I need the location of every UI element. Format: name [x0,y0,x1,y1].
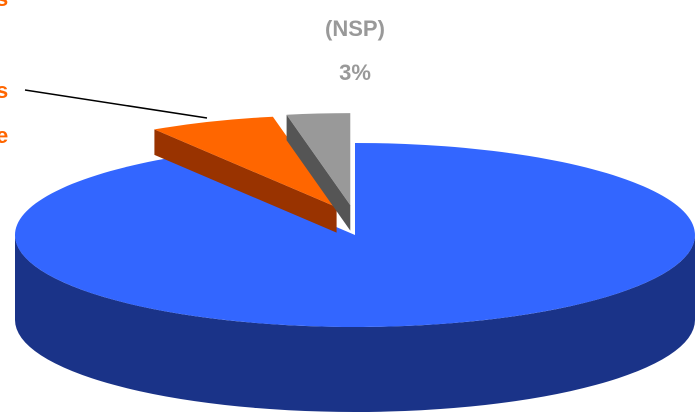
slice-side [15,235,695,412]
pie [14,113,695,412]
annotation: s [0,78,8,103]
slice [14,143,695,328]
leader-line [24,89,208,119]
slice-label: (NSP) [325,16,385,41]
slice [154,116,337,208]
slice-side [286,114,351,231]
slice [286,113,351,206]
slice-side [154,129,337,233]
annotation: e [0,123,8,148]
annotation: s [0,0,8,11]
slice-value-label: 3% [339,60,371,85]
